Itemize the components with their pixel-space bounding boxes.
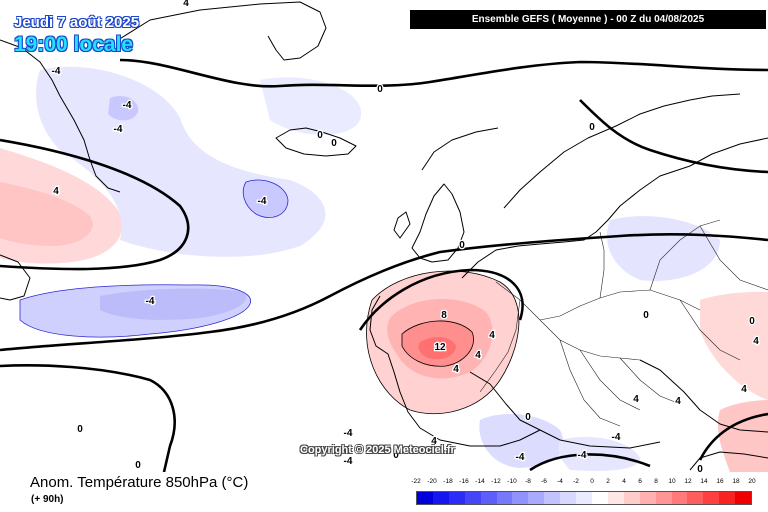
color-scale-swatch <box>544 492 561 504</box>
thin-contours <box>19 179 520 415</box>
color-scale-swatch <box>591 492 608 504</box>
color-scale-tick: -18 <box>443 478 453 485</box>
contour-label: 4 <box>633 394 639 405</box>
color-scale-tick: 4 <box>622 478 626 485</box>
contour-label: -4 <box>344 428 353 439</box>
color-scale-swatch <box>719 492 736 504</box>
color-scale-swatch <box>623 492 640 504</box>
color-scale-tick: 8 <box>654 478 658 485</box>
contour-label: 4 <box>475 350 481 361</box>
color-scale-swatch <box>528 492 545 504</box>
color-scale-swatch <box>480 492 497 504</box>
color-scale-tick: -2 <box>573 478 579 485</box>
copyright-notice: Copyright © 2025 Meteociel.fr <box>300 444 455 456</box>
contour-label: 4 <box>53 186 59 197</box>
color-scale-tick: 10 <box>668 478 676 485</box>
contour-label: 0 <box>589 122 595 133</box>
color-scale-tick: 2 <box>606 478 610 485</box>
color-scale-swatch <box>560 492 577 504</box>
contour-label: 0 <box>331 138 337 149</box>
contour-label: 0 <box>459 240 465 251</box>
color-scale-swatch <box>417 492 433 504</box>
color-scale-tick: -8 <box>525 478 531 485</box>
color-scale-swatch <box>671 492 688 504</box>
contour-label: 4 <box>675 396 681 407</box>
contour-labels: 4 -4 -4 0 0 0 -4 4 -4 -4 0 -4 0 0 0 8 12… <box>50 0 760 472</box>
contour-label: 4 <box>453 364 459 375</box>
contour-label: 4 <box>753 336 759 347</box>
color-scale-swatch <box>639 492 656 504</box>
country-borders <box>479 219 768 427</box>
contour-label: -4 <box>344 456 353 467</box>
color-scale-swatch <box>576 492 592 504</box>
variable-title: Anom. Température 850hPa (°C) <box>30 474 249 491</box>
color-scale-tick: -16 <box>459 478 469 485</box>
color-scale-tick: -6 <box>541 478 547 485</box>
contour-label: -4 <box>146 296 155 307</box>
contour-label: -4 <box>258 196 267 207</box>
contour-label: 0 <box>643 310 649 321</box>
color-scale-swatch <box>464 492 481 504</box>
color-scale-swatch <box>655 492 672 504</box>
contour-label: 0 <box>697 464 703 472</box>
color-scale-tick: 20 <box>748 478 756 485</box>
color-scale-tick: 6 <box>638 478 642 485</box>
color-scale-tick: -14 <box>475 478 485 485</box>
contour-label: -4 <box>578 450 587 461</box>
contour-label: 0 <box>525 412 531 423</box>
lead-time: (+ 90h) <box>31 494 64 505</box>
color-scale-swatch <box>496 492 513 504</box>
contour-label: -4 <box>612 432 621 443</box>
color-scale-tick: 18 <box>732 478 740 485</box>
contour-label: -4 <box>114 124 123 135</box>
color-scale-swatch <box>687 492 704 504</box>
anomaly-shading <box>0 66 768 472</box>
contour-label: 0 <box>749 316 755 327</box>
color-scale-swatch <box>432 492 449 504</box>
color-scale-tick: -4 <box>557 478 563 485</box>
color-scale-swatch <box>607 492 624 504</box>
color-scale-legend: -22 -20 -18 -16 -14 -12 -10 -8 -6 -4 -2 0 2 4 6 8 10 12 14… <box>411 478 756 505</box>
contour-label: 0 <box>393 450 399 461</box>
color-scale-swatch <box>448 492 465 504</box>
color-scale-tick: 14 <box>700 478 708 485</box>
color-scale-swatch <box>703 492 720 504</box>
color-scale-tick: 12 <box>684 478 692 485</box>
contour-label: 12 <box>434 342 446 353</box>
contour-label: 0 <box>317 130 323 141</box>
contour-label: -4 <box>52 66 61 77</box>
color-scale-swatch <box>735 492 752 504</box>
contour-label: 4 <box>183 0 189 9</box>
contour-label: 0 <box>377 84 383 95</box>
forecast-date: Jeudi 7 août 2025 <box>14 14 140 31</box>
contour-label: -4 <box>123 100 132 111</box>
color-scale-tick: -10 <box>507 478 517 485</box>
color-scale-bar <box>416 491 752 505</box>
color-scale-tick: 16 <box>716 478 724 485</box>
color-scale-tick: -20 <box>427 478 437 485</box>
contour-label: 0 <box>77 424 83 435</box>
color-scale-tick: -12 <box>491 478 501 485</box>
contour-label: 0 <box>135 460 141 471</box>
contour-label: 8 <box>441 310 447 321</box>
color-scale-tick: 0 <box>590 478 594 485</box>
model-run-banner: Ensemble GEFS ( Moyenne ) - 00 Z du 04/0… <box>410 10 766 29</box>
anomaly-contours <box>0 58 768 472</box>
contour-label: 4 <box>431 436 437 447</box>
forecast-local-time: 19:00 locale <box>14 33 134 56</box>
temperature-anomaly-map: 4 -4 -4 0 0 0 -4 4 -4 -4 0 -4 0 0 0 8 12… <box>0 0 768 472</box>
color-scale-ticks: -22 -20 -18 -16 -14 -12 -10 -8 -6 -4 -2 0 2 4 6 8 10 12 14… <box>411 478 755 488</box>
coastlines <box>0 1 768 471</box>
color-scale-tick: -22 <box>411 478 421 485</box>
contour-label: 4 <box>741 384 747 395</box>
color-scale-swatch <box>512 492 529 504</box>
contour-label: -4 <box>516 452 525 463</box>
contour-label: 4 <box>489 330 495 341</box>
